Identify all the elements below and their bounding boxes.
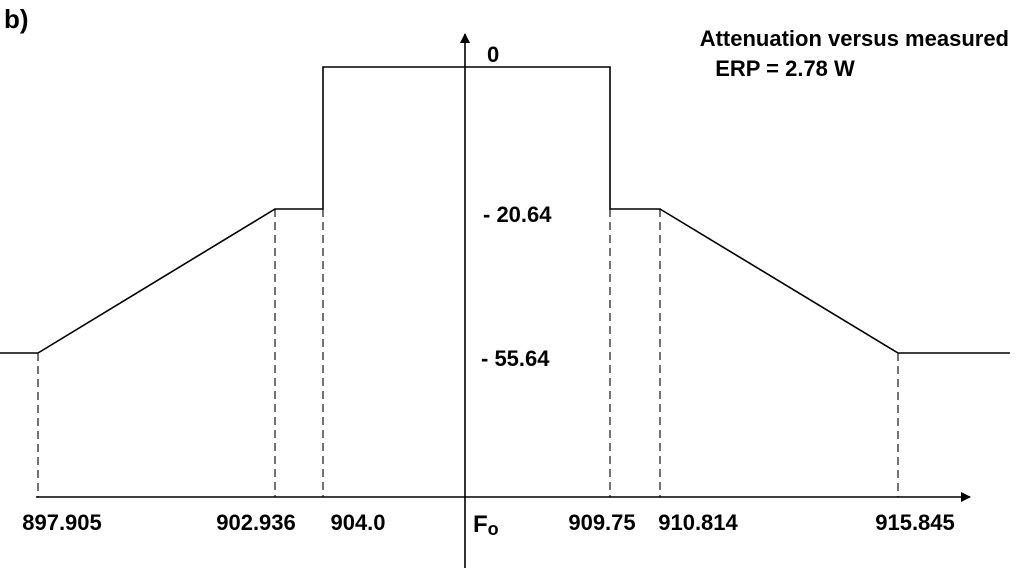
title-line-2: ERP = 2.78 W — [715, 56, 855, 81]
emission-mask-line — [0, 66, 1010, 354]
title-line-1: Attenuation versus measured — [700, 26, 1009, 51]
dashed-guides — [37, 209, 899, 497]
level-label-20-64: - 20.64 — [483, 202, 552, 227]
level-label-55-64: - 55.64 — [481, 346, 550, 371]
x-tick-897-905: 897.905 — [22, 510, 102, 535]
x-tick-909-75: 909.75 — [568, 510, 635, 535]
panel-label: b) — [4, 4, 29, 34]
center-frequency-label: Fo — [473, 511, 499, 539]
center-frequency-main: F — [473, 511, 488, 538]
x-tick-902-936: 902.936 — [216, 510, 296, 535]
x-tick-915-845: 915.845 — [875, 510, 955, 535]
x-tick-910-814: 910.814 — [658, 510, 738, 535]
x-tick-904-0: 904.0 — [330, 510, 385, 535]
zero-level-label: 0 — [487, 42, 499, 67]
center-frequency-sub: o — [488, 519, 499, 539]
